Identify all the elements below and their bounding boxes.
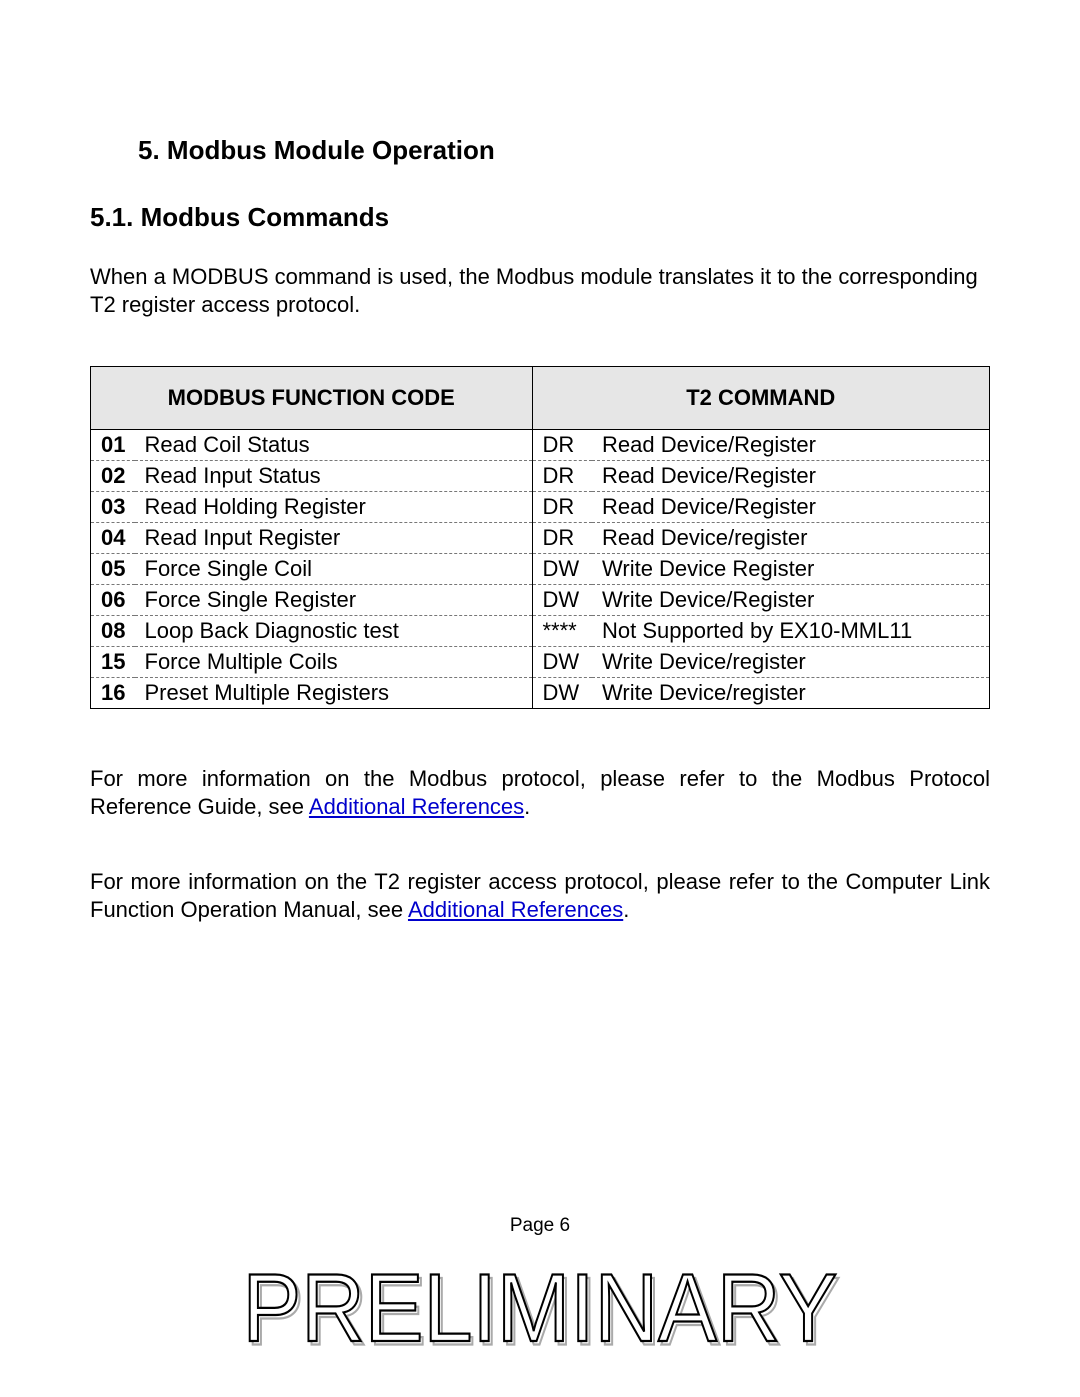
intro-paragraph: When a MODBUS command is used, the Modbu… bbox=[90, 263, 990, 318]
table-row: 05Force Single CoilDWWrite Device Regist… bbox=[91, 554, 990, 585]
table-cell-t2desc: Read Device/Register bbox=[592, 430, 990, 461]
table-cell-code: 01 bbox=[91, 430, 135, 461]
table-row: 16Preset Multiple RegistersDWWrite Devic… bbox=[91, 678, 990, 709]
table-cell-func: Force Single Register bbox=[135, 585, 533, 616]
table-row: 01Read Coil StatusDRRead Device/Register bbox=[91, 430, 990, 461]
document-page: 5. Modbus Module Operation 5.1. Modbus C… bbox=[0, 0, 1080, 1397]
table-cell-t2desc: Not Supported by EX10-MML11 bbox=[592, 616, 990, 647]
table-cell-code: 06 bbox=[91, 585, 135, 616]
table-cell-t2code: DR bbox=[532, 492, 592, 523]
table-cell-t2desc: Write Device/Register bbox=[592, 585, 990, 616]
modbus-command-table: MODBUS FUNCTION CODE T2 COMMAND 01Read C… bbox=[90, 366, 990, 709]
text-run: . bbox=[623, 897, 629, 922]
table-row: 02Read Input StatusDRRead Device/Registe… bbox=[91, 461, 990, 492]
reference-paragraph-1: For more information on the Modbus proto… bbox=[90, 765, 990, 820]
page-footer: Page 6 bbox=[0, 1215, 1080, 1237]
table-cell-t2desc: Write Device/register bbox=[592, 678, 990, 709]
table-row: 03Read Holding RegisterDRRead Device/Reg… bbox=[91, 492, 990, 523]
watermark-text: PRELIMINARY bbox=[243, 1253, 838, 1362]
table-header-t2: T2 COMMAND bbox=[532, 367, 990, 430]
preliminary-watermark: PRELIMINARY PRELIMINARY bbox=[0, 1242, 1080, 1367]
table-cell-code: 05 bbox=[91, 554, 135, 585]
reference-paragraph-2: For more information on the T2 register … bbox=[90, 868, 990, 923]
table-cell-func: Read Holding Register bbox=[135, 492, 533, 523]
table-cell-t2code: DR bbox=[532, 430, 592, 461]
table-cell-t2code: **** bbox=[532, 616, 592, 647]
additional-references-link[interactable]: Additional References bbox=[309, 794, 524, 819]
section-heading: 5. Modbus Module Operation bbox=[138, 135, 990, 166]
table-cell-func: Force Multiple Coils bbox=[135, 647, 533, 678]
table-row: 15Force Multiple CoilsDWWrite Device/reg… bbox=[91, 647, 990, 678]
table-cell-code: 16 bbox=[91, 678, 135, 709]
table-cell-func: Loop Back Diagnostic test bbox=[135, 616, 533, 647]
table-cell-t2desc: Read Device/register bbox=[592, 523, 990, 554]
table-row: 06Force Single RegisterDWWrite Device/Re… bbox=[91, 585, 990, 616]
table-cell-t2code: DW bbox=[532, 647, 592, 678]
table-cell-func: Preset Multiple Registers bbox=[135, 678, 533, 709]
table-cell-func: Force Single Coil bbox=[135, 554, 533, 585]
table-header-modbus: MODBUS FUNCTION CODE bbox=[91, 367, 533, 430]
table-cell-t2code: DW bbox=[532, 554, 592, 585]
subsection-heading: 5.1. Modbus Commands bbox=[90, 202, 990, 233]
table-cell-code: 03 bbox=[91, 492, 135, 523]
table-cell-code: 15 bbox=[91, 647, 135, 678]
table-cell-func: Read Input Register bbox=[135, 523, 533, 554]
table-cell-t2desc: Write Device Register bbox=[592, 554, 990, 585]
watermark-shadow: PRELIMINARY bbox=[246, 1256, 841, 1362]
table-row: 08Loop Back Diagnostic test****Not Suppo… bbox=[91, 616, 990, 647]
text-run: For more information on the Modbus proto… bbox=[90, 766, 990, 819]
table-cell-t2code: DW bbox=[532, 585, 592, 616]
table-header-row: MODBUS FUNCTION CODE T2 COMMAND bbox=[91, 367, 990, 430]
table-row: 04Read Input RegisterDRRead Device/regis… bbox=[91, 523, 990, 554]
table-cell-t2code: DR bbox=[532, 523, 592, 554]
table-cell-t2desc: Read Device/Register bbox=[592, 461, 990, 492]
table-cell-t2desc: Read Device/Register bbox=[592, 492, 990, 523]
additional-references-link[interactable]: Additional References bbox=[408, 897, 623, 922]
table-cell-code: 04 bbox=[91, 523, 135, 554]
table-cell-t2desc: Write Device/register bbox=[592, 647, 990, 678]
table-cell-t2code: DR bbox=[532, 461, 592, 492]
table-cell-code: 08 bbox=[91, 616, 135, 647]
text-run: . bbox=[524, 794, 530, 819]
table-cell-t2code: DW bbox=[532, 678, 592, 709]
table-cell-code: 02 bbox=[91, 461, 135, 492]
table-cell-func: Read Coil Status bbox=[135, 430, 533, 461]
table-cell-func: Read Input Status bbox=[135, 461, 533, 492]
